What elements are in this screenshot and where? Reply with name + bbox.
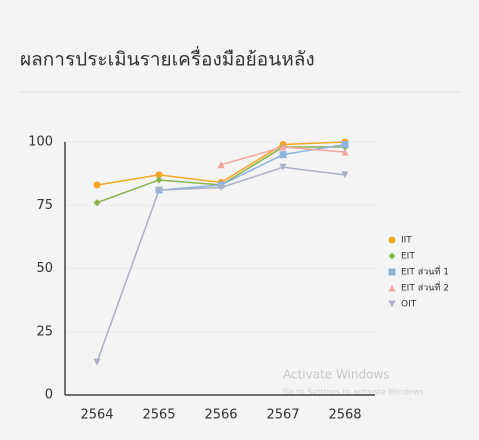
data-point <box>155 171 163 179</box>
legend-marker <box>388 284 396 292</box>
data-point <box>279 151 287 159</box>
y-tick-label: 50 <box>36 261 53 276</box>
legend-label: EIT ส่วนที่ 2 <box>401 281 449 294</box>
data-point <box>217 184 225 192</box>
data-point <box>341 148 349 156</box>
legend-marker <box>388 236 396 244</box>
data-point <box>93 358 101 366</box>
data-point <box>279 143 287 151</box>
x-tick-label: 2566 <box>204 408 237 423</box>
data-point <box>341 141 349 149</box>
legend-label: EIT <box>401 252 415 262</box>
watermark-title: Activate Windows <box>283 368 390 382</box>
legend-marker <box>388 300 396 308</box>
x-tick-label: 2565 <box>142 408 175 423</box>
y-tick-label: 100 <box>28 135 53 150</box>
y-tick-label: 0 <box>45 388 53 403</box>
chart-title: ผลการประเมินรายเครื่องมือย้อนหลัง <box>20 46 315 71</box>
x-tick-label: 2568 <box>328 408 361 423</box>
legend-marker <box>388 252 396 260</box>
y-tick-label: 25 <box>36 324 53 339</box>
watermark-subtitle: Go to Settings to activate Windows. <box>283 388 426 397</box>
data-point <box>279 163 287 171</box>
legend-label: IIT <box>401 236 412 246</box>
data-point <box>155 176 163 184</box>
data-point <box>341 171 349 179</box>
data-point <box>93 199 101 207</box>
data-point <box>155 186 163 194</box>
data-point <box>217 161 225 169</box>
y-tick-label: 75 <box>36 198 53 213</box>
legend-marker <box>388 268 396 276</box>
x-tick-label: 2564 <box>80 408 113 423</box>
legend-label: OIT <box>401 300 417 310</box>
data-point <box>93 181 101 189</box>
x-tick-label: 2567 <box>266 408 299 423</box>
legend-label: EIT ส่วนที่ 1 <box>401 265 449 278</box>
